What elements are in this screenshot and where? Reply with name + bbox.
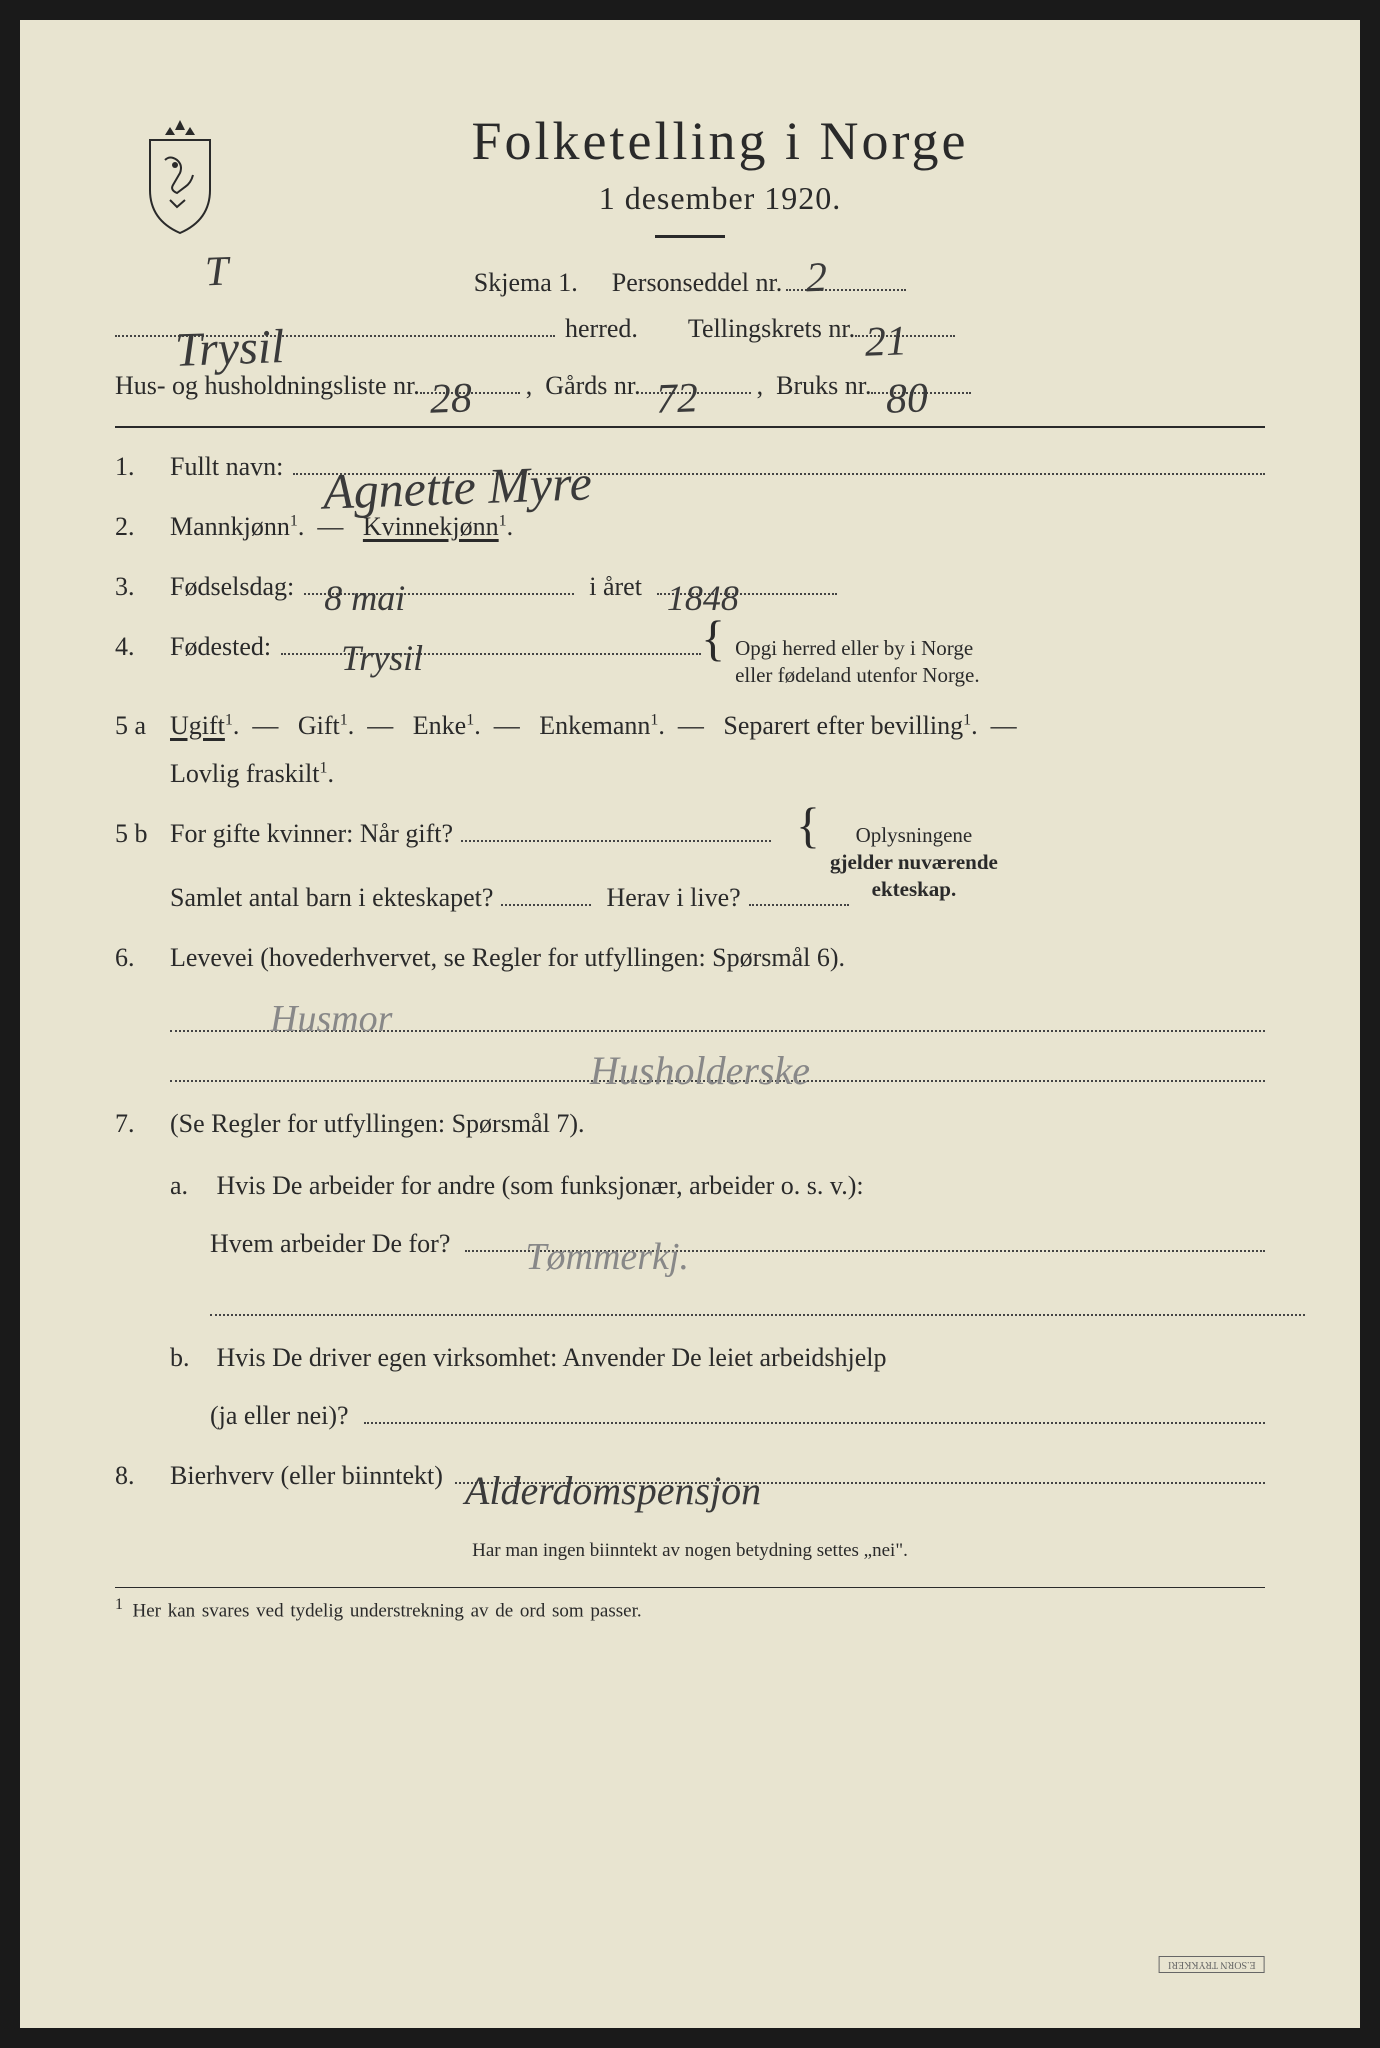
q7a-label2: Hvem arbeider De for?: [210, 1220, 450, 1268]
q7b-label2: (ja eller nei)?: [210, 1392, 349, 1440]
q3-year: 1848: [667, 565, 739, 632]
q5b-label2: Samlet antal barn i ekteskapet?: [170, 874, 493, 922]
brace-icon-2: {: [796, 813, 820, 838]
q4-label: Fødested:: [170, 623, 271, 671]
q3-row: 3. Fødselsdag: 8 mai i året 1848: [115, 563, 1265, 611]
q5a-gift: Gift: [298, 711, 340, 740]
person-nr-value: 2: [805, 254, 828, 303]
q5a-enkemann: Enkemann: [539, 711, 650, 740]
q7a-value: Tømmerkj.: [525, 1222, 689, 1292]
hus-row: Hus- og husholdningsliste nr. 28 , Gårds…: [115, 361, 1265, 410]
q1-label: Fullt navn:: [170, 443, 283, 491]
herred-stroke-top: T: [204, 248, 229, 297]
q8-label: Bierhverv (eller biinntekt): [170, 1452, 443, 1500]
q3-year-label: i året: [589, 563, 642, 611]
q7-label: (Se Regler for utfyllingen: Spørsmål 7).: [170, 1109, 584, 1138]
coat-of-arms-icon: [135, 115, 225, 235]
q2-male: Mannkjønn: [170, 512, 290, 541]
q5b-note: Oplysningene gjelder nuværende ekteskap.: [830, 822, 998, 904]
q4-row: 4. Fødested: Trysil { Opgi herred eller …: [115, 623, 1265, 690]
q5a-separert: Separert efter bevilling: [723, 711, 963, 740]
q5a-enke: Enke: [413, 711, 466, 740]
q5b-label3: Herav i live?: [606, 874, 740, 922]
hus-label: Hus- og husholdningsliste nr.: [115, 361, 420, 410]
footer-note: Har man ingen biinntekt av nogen betydni…: [115, 1540, 1265, 1562]
q8-row: 8. Bierhverv (eller biinntekt) Alderdoms…: [115, 1452, 1265, 1500]
census-form-page: Folketelling i Norge 1 desember 1920. T …: [20, 20, 1360, 2028]
herred-row: Trysil herred. Tellingskrets nr. 21: [115, 304, 1265, 353]
q5b-label1: For gifte kvinner: Når gift?: [170, 810, 453, 858]
q3-day: 8 mai: [324, 565, 405, 632]
form-date: 1 desember 1920.: [175, 180, 1265, 217]
q5a-row: 5 a Ugift1. — Gift1. — Enke1. — Enkemann…: [115, 702, 1265, 798]
q7-row: 7. (Se Regler for utfyllingen: Spørsmål …: [115, 1100, 1265, 1440]
q4-note: Opgi herred eller by i Norge eller fødel…: [735, 635, 980, 690]
q6-label: Levevei (hovederhvervet, se Regler for u…: [170, 943, 845, 972]
q6-value2: Husholderske: [590, 1034, 810, 1108]
person-label: Personseddel nr.: [612, 268, 782, 297]
q4-value: Trysil: [341, 625, 423, 692]
q6-row: 6. Levevei (hovederhvervet, se Regler fo…: [115, 934, 1265, 1082]
q7b-label1: Hvis De driver egen virksomhet: Anvender…: [217, 1343, 887, 1372]
q7a-label1: Hvis De arbeider for andre (som funksjon…: [217, 1171, 864, 1200]
q3-label: Fødselsdag:: [170, 563, 294, 611]
q5a-fraskilt: Lovlig fraskilt: [170, 759, 319, 788]
q1-value: Agnette Myre: [322, 436, 594, 538]
form-title: Folketelling i Norge: [175, 110, 1265, 172]
header: Folketelling i Norge 1 desember 1920.: [115, 110, 1265, 238]
q8-value: Alderdomspensjon: [465, 1454, 761, 1528]
q5b-row: 5 b For gifte kvinner: Når gift? { Oplys…: [115, 810, 1265, 922]
hus-value: 28: [428, 360, 473, 441]
tellingskrets-label: Tellingskrets nr.: [688, 304, 855, 353]
q1-row: 1. Fullt navn: Agnette Myre: [115, 443, 1265, 491]
schema-label: Skjema 1.: [474, 268, 578, 297]
q2-row: 2. Mannkjønn1. — Kvinnekjønn1.: [115, 503, 1265, 551]
q5a-ugift: Ugift: [170, 711, 225, 740]
title-divider: [655, 235, 725, 238]
herred-label: herred.: [565, 304, 638, 353]
footnote: 1 Her kan svares ved tydelig understrekn…: [115, 1587, 1265, 1622]
bruks-label: Bruks nr.: [776, 361, 871, 410]
gards-value: 72: [654, 360, 699, 441]
gards-label: Gårds nr.: [545, 361, 640, 410]
schema-row: T Skjema 1. Personseddel nr. 2: [115, 268, 1265, 298]
bruks-value: 80: [885, 360, 930, 441]
printer-stamp: E.SORN TRYKKERI: [1159, 1956, 1265, 1973]
